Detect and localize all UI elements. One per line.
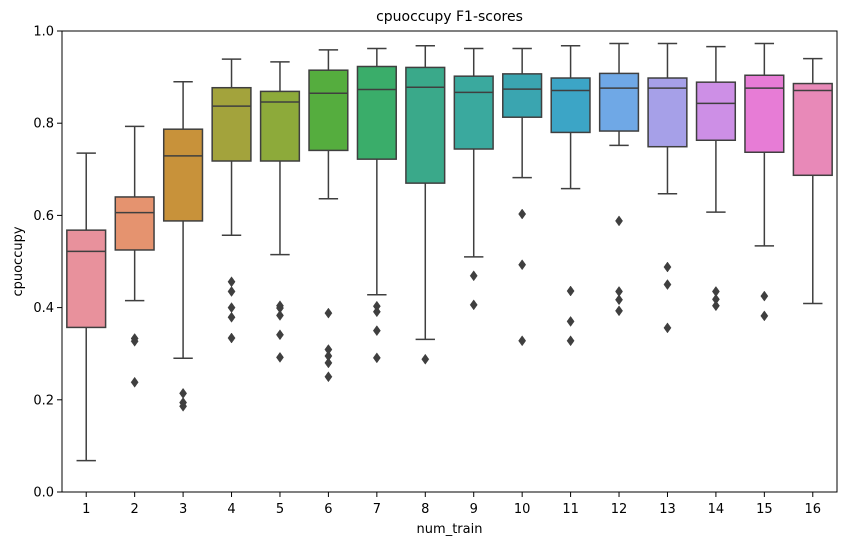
outlier-point	[276, 310, 284, 321]
y-tick-label: 0.4	[33, 301, 54, 316]
box-group-6	[308, 49, 349, 383]
outlier-point	[421, 353, 430, 365]
outlier-point	[227, 332, 236, 344]
outlier-point	[566, 285, 575, 297]
outlier-point	[179, 400, 188, 412]
box-iqr	[162, 128, 204, 222]
box-iqr	[792, 82, 833, 177]
y-tick-label: 0.6	[33, 209, 54, 224]
x-tick-label: 8	[421, 502, 429, 517]
outlier-point	[372, 325, 381, 337]
x-tick-label: 15	[756, 502, 773, 517]
x-tick-label: 3	[179, 502, 187, 517]
x-tick-label: 12	[611, 502, 628, 517]
box-group-10	[502, 47, 543, 347]
boxes-layer	[66, 42, 833, 462]
y-tick-label: 0.2	[33, 393, 54, 408]
y-axis-ticks: 0.0 0.2 0.4 0.6 0.8 1.0	[33, 25, 62, 501]
box-iqr	[695, 81, 737, 142]
box-group-11	[550, 45, 591, 347]
outlier-point	[663, 322, 672, 334]
box-iqr	[744, 74, 785, 153]
outlier-point	[760, 290, 769, 302]
box-group-9	[453, 47, 494, 311]
outlier-point	[227, 276, 236, 288]
box-group-4	[211, 58, 252, 344]
outlier-point	[372, 352, 381, 364]
box-group-16	[792, 57, 833, 305]
box-iqr	[598, 72, 640, 132]
outlier-point	[566, 316, 575, 327]
outlier-point	[615, 294, 623, 306]
x-tick-label: 13	[659, 502, 676, 517]
outlier-point	[179, 387, 188, 399]
outlier-point	[324, 357, 333, 369]
box-iqr	[259, 90, 301, 162]
box-group-12	[598, 42, 640, 317]
outlier-point	[469, 299, 478, 311]
x-tick-label: 5	[276, 502, 284, 517]
box-iqr	[211, 86, 252, 162]
box-iqr	[114, 196, 155, 251]
box-iqr	[308, 69, 349, 152]
outlier-point	[130, 376, 139, 388]
x-tick-label: 7	[373, 502, 381, 517]
x-tick-label: 11	[562, 502, 579, 517]
y-tick-label: 0.8	[33, 117, 54, 132]
x-tick-label: 16	[805, 502, 822, 517]
box-iqr	[405, 66, 446, 184]
box-group-8	[405, 45, 446, 365]
outlier-point	[372, 306, 381, 318]
y-axis-label: cpuoccupy	[11, 226, 26, 296]
outlier-point	[227, 286, 236, 297]
outlier-point	[276, 329, 284, 341]
chart-title: cpuoccupy F1-scores	[376, 9, 523, 25]
outlier-point	[663, 279, 672, 290]
box-iqr	[550, 77, 591, 134]
box-iqr	[66, 229, 107, 329]
outlier-point	[566, 335, 575, 347]
outlier-point	[615, 305, 623, 317]
box-group-13	[647, 42, 688, 334]
outlier-point	[324, 371, 333, 383]
box-group-7	[356, 47, 397, 364]
box-iqr	[502, 73, 543, 118]
outlier-point	[518, 259, 527, 271]
x-tick-label: 4	[227, 502, 235, 517]
box-group-5	[259, 61, 301, 363]
outlier-point	[227, 311, 236, 323]
outlier-point	[130, 335, 139, 347]
outlier-point	[518, 335, 527, 347]
x-tick-label: 14	[708, 502, 725, 517]
x-tick-label: 9	[470, 502, 478, 517]
x-tick-label: 6	[324, 502, 332, 517]
box-group-15	[744, 42, 785, 322]
box-iqr	[356, 65, 397, 160]
y-tick-label: 1.0	[33, 25, 54, 40]
x-tick-label: 10	[514, 502, 531, 517]
outlier-point	[518, 208, 527, 220]
plot-frame	[61, 30, 838, 493]
outlier-point	[615, 215, 623, 227]
outlier-point	[711, 300, 720, 312]
outlier-point	[663, 261, 672, 273]
box-group-3	[162, 80, 204, 412]
outlier-point	[276, 351, 284, 363]
box-group-2	[114, 125, 155, 388]
x-axis-label: num_train	[417, 522, 483, 537]
box-iqr	[647, 77, 688, 148]
y-tick-label: 0.0	[33, 486, 54, 501]
x-tick-label: 2	[131, 502, 139, 517]
outlier-point	[760, 310, 769, 322]
outlier-point	[469, 270, 478, 282]
box-group-14	[695, 45, 737, 312]
outlier-point	[227, 302, 236, 314]
box-group-1	[66, 152, 107, 462]
x-axis-ticks: 1 2 3 4 5 6 7 8 9 10 11 12 13 14 15 16	[82, 492, 821, 517]
box-iqr	[453, 75, 494, 150]
x-tick-label: 1	[82, 502, 90, 517]
outlier-point	[324, 307, 333, 319]
